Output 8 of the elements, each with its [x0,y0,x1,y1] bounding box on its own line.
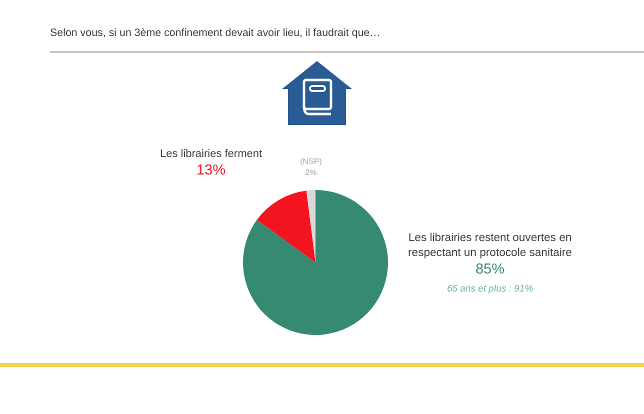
text: 65 ans et plus : 91% [446,284,534,295]
chart-title: Selon vous, si un 3ème confinement devait avoir lieu, il faudrait que… [50,27,380,39]
slice-label: (NSP) [300,157,322,166]
slice-label: Les librairies restent ouvertes en respectant un protocole sanitaire [408,232,572,260]
data-label: 13% [196,162,226,178]
slice-label: Les librairies ferment [160,148,262,160]
data-label: 85% [475,262,505,278]
data-label: 2% [305,168,317,177]
